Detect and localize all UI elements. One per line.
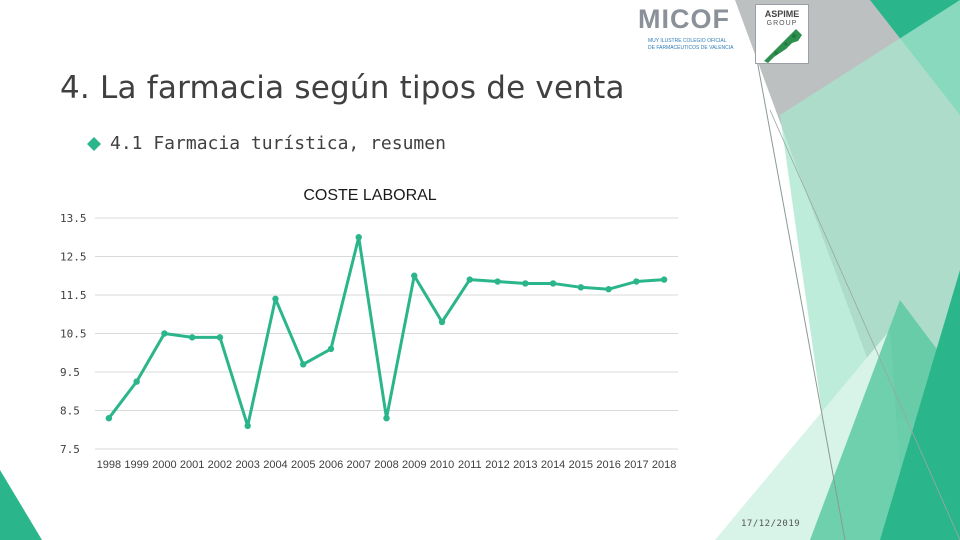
data-point (466, 276, 473, 283)
aspime-logo: ASPIME GROUP (755, 4, 809, 64)
data-point (133, 378, 140, 385)
data-point (577, 284, 585, 291)
slide-date: 17/12/2019 (741, 519, 801, 529)
data-point (633, 278, 640, 285)
x-tick-label: 2010 (430, 459, 454, 471)
left-green-triangle (0, 470, 42, 540)
data-point (244, 422, 251, 430)
y-tick-label: 8.5 (60, 405, 80, 418)
x-tick-label: 1999 (124, 459, 148, 471)
x-tick-label: 2009 (402, 459, 426, 471)
data-point (438, 318, 446, 326)
x-tick-label: 2016 (596, 459, 620, 471)
aspime-wordmark: ASPIME (764, 9, 800, 19)
data-point (605, 286, 612, 293)
x-tick-label: 2003 (235, 459, 259, 471)
x-axis-ticks: 1998 1999 2000 2001 2002 2003 2004 2005 2006 2007… (97, 459, 677, 471)
micof-logo: MICOF MUY ILUSTRE COLEGIO OFICIAL DE FAR… (638, 4, 743, 56)
x-tick-label: 2001 (180, 459, 204, 471)
data-point (300, 361, 307, 368)
data-point (383, 415, 390, 422)
x-tick-label: 2006 (319, 459, 343, 471)
micof-caption-line2: DE FARMACÉUTICOS DE VALENCIA (648, 45, 734, 51)
x-tick-label: 2002 (208, 459, 232, 471)
data-point (188, 334, 196, 341)
y-axis-ticks: 13.5 12.5 11.5 10.5 9.5 8.5 7.5 (60, 212, 87, 456)
x-tick-label: 1998 (97, 459, 121, 471)
data-point (355, 234, 362, 241)
chart-title: COSTE LABORAL (303, 187, 436, 204)
data-point (327, 345, 335, 353)
data-point (660, 276, 668, 283)
y-tick-label: 10.5 (60, 328, 87, 341)
data-point (522, 280, 529, 287)
x-tick-label: 2005 (291, 459, 315, 471)
x-tick-label: 2014 (541, 459, 565, 471)
series-line (107, 235, 665, 428)
data-point (216, 334, 224, 341)
chart-gridlines (95, 217, 678, 450)
data-point (161, 330, 168, 337)
data-point (411, 272, 418, 279)
data-point (549, 280, 557, 287)
y-tick-label: 11.5 (60, 289, 87, 302)
x-tick-label: 2015 (569, 459, 593, 471)
data-point (494, 278, 501, 285)
micof-caption: MUY ILUSTRE COLEGIO OFICIAL DE FARMACÉUT… (648, 38, 733, 52)
data-point (105, 415, 113, 422)
green-triangle-bottom (880, 270, 960, 540)
deco-line (769, 109, 960, 540)
x-tick-label: 2008 (374, 459, 398, 471)
bullet-text: 4.1 Farmacia turística, resumen (110, 133, 446, 154)
y-tick-label: 7.5 (60, 443, 80, 456)
x-tick-label: 2011 (458, 459, 482, 471)
x-tick-label: 2007 (346, 459, 370, 471)
y-tick-label: 12.5 (60, 251, 87, 264)
x-tick-label: 2004 (263, 459, 287, 471)
micof-wordmark: MICOF (638, 4, 730, 34)
y-tick-label: 13.5 (60, 212, 87, 225)
deco-line (756, 59, 846, 540)
micof-caption-line1: MUY ILUSTRE COLEGIO OFICIAL (648, 38, 727, 44)
x-tick-label: 2000 (152, 459, 176, 471)
x-tick-label: 2012 (485, 459, 509, 471)
x-tick-label: 2018 (652, 459, 676, 471)
chart-series (105, 234, 668, 430)
x-tick-label: 2017 (624, 459, 648, 471)
data-point (272, 295, 279, 303)
diamond-bullet-icon (87, 137, 101, 151)
aspime-group-label: GROUP (766, 20, 798, 27)
aspime-map-icon (764, 29, 802, 63)
x-tick-label: 2013 (513, 459, 537, 471)
y-tick-label: 9.5 (60, 366, 80, 379)
slide-title: 4. La farmacia según tipos de venta (60, 70, 625, 106)
